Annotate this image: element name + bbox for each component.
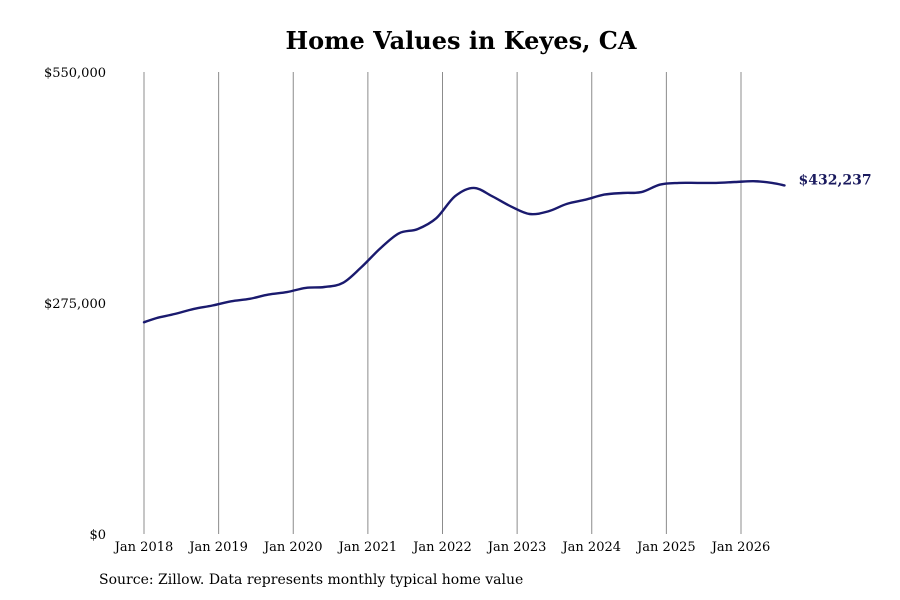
source-note: Source: Zillow. Data represents monthly …: [99, 572, 524, 588]
y-tick-label: $275,000: [44, 297, 106, 312]
series-layer: [142, 179, 786, 324]
x-tick-label: Jan 2026: [710, 540, 771, 555]
y-tick-label: $0: [89, 528, 106, 543]
grid-layer: [143, 72, 742, 534]
x-tick-label: Jan 2020: [262, 540, 323, 555]
x-tick-label: Jan 2023: [486, 540, 547, 555]
chart-title: Home Values in Keyes, CA: [285, 26, 637, 55]
y-tick-label: $550,000: [44, 66, 106, 81]
x-tick-label: Jan 2025: [635, 540, 696, 555]
y-axis-ticks: $0 $275,000 $550,000: [44, 66, 106, 543]
end-label-layer: $432,237: [799, 172, 872, 188]
x-tick-label: Jan 2021: [337, 540, 398, 555]
end-value-label: $432,237: [799, 172, 872, 188]
x-tick-label: Jan 2022: [411, 540, 472, 555]
x-axis-ticks: Jan 2018 Jan 2019 Jan 2020 Jan 2021 Jan 2022…: [113, 540, 771, 555]
x-tick-label: Jan 2024: [560, 540, 621, 555]
x-tick-label: Jan 2018: [113, 540, 174, 555]
x-tick-label: Jan 2019: [187, 540, 248, 555]
series-line: [142, 179, 786, 324]
